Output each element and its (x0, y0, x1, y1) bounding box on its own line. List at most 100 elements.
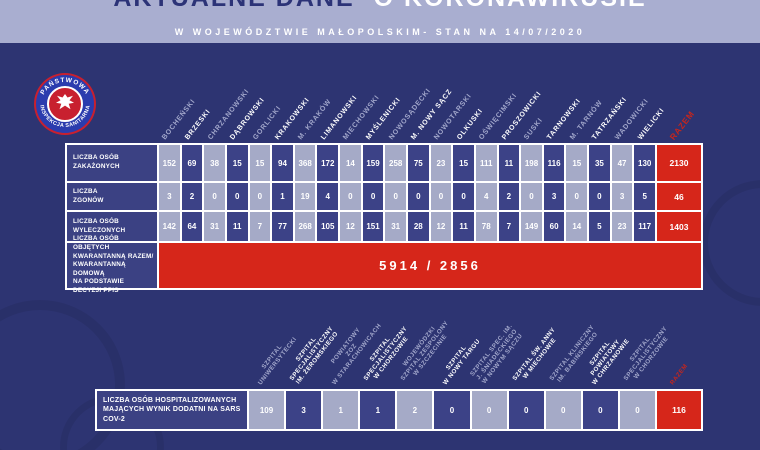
value-cell: 198 (521, 145, 542, 181)
report-date: 14/07/2020 (505, 27, 586, 37)
hospital-column-headers: SZPITAL UNIWERSYTECKI SZPITAL SPECJALISTYCZ… (97, 303, 701, 389)
value-cell: 38 (204, 145, 225, 181)
value-cell: 23 (430, 145, 452, 181)
value-cell: 109 (249, 391, 285, 429)
page-title-light-part: O KORONAWIRUSIE (374, 0, 647, 12)
value-cell: 19 (294, 183, 316, 210)
column-header: TARNOWSKI (544, 58, 582, 143)
value-cell: 31 (204, 212, 225, 241)
column-header: OLKUSKI (453, 58, 484, 143)
value-cell: 0 (589, 183, 610, 210)
value-cell: 3 (286, 391, 322, 429)
value-cell: 15 (566, 145, 588, 181)
page-subtitle: W WOJEWÓDZTWIE MAŁOPOLSKIM- STAN NA 14/0… (0, 27, 760, 37)
value-cell: 0 (453, 183, 474, 210)
value-cell: 2 (397, 391, 433, 429)
column-header: SZPITAL SPECJALISTYCZNY IM. ŻEROMSKIEGO (286, 303, 339, 389)
value-cell: 0 (582, 391, 618, 429)
column-header: TATRZAŃSKI (589, 58, 628, 143)
value-cell: 0 (226, 183, 248, 210)
page-title-dark-part: AKTUALNE DANE (113, 0, 354, 12)
value-cell: 5 (634, 183, 655, 210)
value-cell: 69 (181, 145, 203, 181)
column-header-total: RAZEM (657, 58, 701, 143)
column-header: WADOWICKI (612, 58, 650, 143)
column-header: NOWOTARSKI (431, 58, 473, 143)
value-cell: 1 (323, 391, 359, 429)
value-cell: 60 (543, 212, 565, 241)
column-header: LIMANOWSKI (317, 58, 359, 143)
value-cell: 0 (340, 183, 361, 210)
column-header: SZPITAL SPECJALISTYCZNY W CHORZOWIE (360, 303, 410, 389)
header-spacer (67, 58, 157, 143)
row-label: LICZBA OSÓB WYLECZONYCH (67, 212, 157, 241)
value-cell: 11 (498, 145, 520, 181)
value-cell: 11 (453, 212, 474, 241)
value-cell: 64 (181, 212, 203, 241)
column-header-total: RAZEM (657, 303, 701, 389)
column-header: M. NOWY SĄCZ (408, 58, 454, 143)
row-label: LICZBA OSÓB ZAKAŻONYCH (67, 145, 157, 181)
value-cell: 23 (611, 212, 633, 241)
column-header: KRAKOWSKI (272, 58, 312, 143)
district-column-headers: BOCHEŃSKI BRZESKI CHRZANOWSKI DĄBROWSKI GORL… (67, 58, 701, 143)
value-cell: 28 (408, 212, 429, 241)
subtitle-text: W WOJEWÓDZTWIE MAŁOPOLSKIM- STAN NA (174, 27, 500, 37)
value-cell: 149 (521, 212, 542, 241)
eagle-icon (56, 94, 74, 110)
value-cell: 15 (249, 145, 271, 181)
value-cell: 0 (430, 183, 452, 210)
value-cell: 7 (498, 212, 520, 241)
value-cell: 0 (521, 183, 542, 210)
value-cell: 0 (408, 183, 429, 210)
quarantine-row-label: LICZBA OSÓB OBJĘTYCH KWARANTANNĄ RAZEM/ … (67, 235, 157, 294)
value-cell: 0 (249, 183, 271, 210)
value-cell: 0 (204, 183, 225, 210)
value-cell: 78 (475, 212, 497, 241)
column-header: CHRZANOWSKI (204, 58, 251, 143)
sanepid-logo: PAŃSTWOWA INSPEKCJA SANITARNA (34, 73, 96, 135)
value-cell: 117 (634, 212, 655, 241)
hospital-data-table: LICZBA OSÓB HOSPITALIZOWANYCH MAJĄCYCH W… (95, 389, 703, 431)
value-cell: 151 (362, 212, 384, 241)
value-cell: 268 (294, 212, 316, 241)
header-band (0, 0, 760, 43)
column-header-label: SUSKI (523, 116, 545, 141)
column-header: PROSZOWICKI (499, 58, 543, 143)
column-header: M. KRAKÓW (295, 58, 333, 143)
value-cell: 130 (634, 145, 655, 181)
value-cell: 142 (159, 212, 180, 241)
value-cell: 172 (317, 145, 339, 181)
column-header: BOCHEŃSKI (159, 58, 197, 143)
row-total-cell: 1403 (657, 212, 701, 241)
row-label: LICZBA OSÓB HOSPITALIZOWANYCH MAJĄCYCH W… (97, 391, 247, 429)
column-header: OŚWIĘCIMSKI (476, 58, 518, 143)
value-cell: 47 (611, 145, 633, 181)
column-header: MYŚLENICKI (363, 58, 402, 143)
value-cell: 0 (434, 391, 470, 429)
value-cell: 0 (545, 391, 581, 429)
column-header: M. TARNÓW (566, 58, 604, 143)
row-label: LICZBA ZGONÓW (67, 183, 157, 210)
virus-decoration (0, 300, 125, 450)
value-cell: 4 (317, 183, 339, 210)
column-header: WIELICKI (634, 58, 666, 143)
column-header: WOJEWÓDZKI SZPITAL ZESPOLONY W SZCZECINIE (397, 303, 451, 389)
column-header-total-label: RAZEM (668, 362, 689, 387)
value-cell: 3 (543, 183, 565, 210)
column-header: SZPITAL KLINICZNY IM. BABIŃSKIEGO (546, 303, 599, 389)
value-cell: 1 (360, 391, 396, 429)
value-cell: 258 (385, 145, 406, 181)
virus-decoration (700, 180, 760, 306)
value-cell: 2 (498, 183, 520, 210)
column-header: GORLICKI (250, 58, 283, 143)
row-total-cell: 46 (657, 183, 701, 210)
value-cell: 31 (385, 212, 406, 241)
column-header: SZPITAL W NOWY TARGU (434, 303, 482, 389)
value-cell: 75 (408, 145, 429, 181)
district-data-table: LICZBA OSÓB ZAKAŻONYCH 152 69 38 15 15 94 368 17… (65, 143, 703, 294)
value-cell: 0 (619, 391, 655, 429)
column-header: BRZESKI (182, 58, 212, 143)
value-cell: 15 (453, 145, 474, 181)
